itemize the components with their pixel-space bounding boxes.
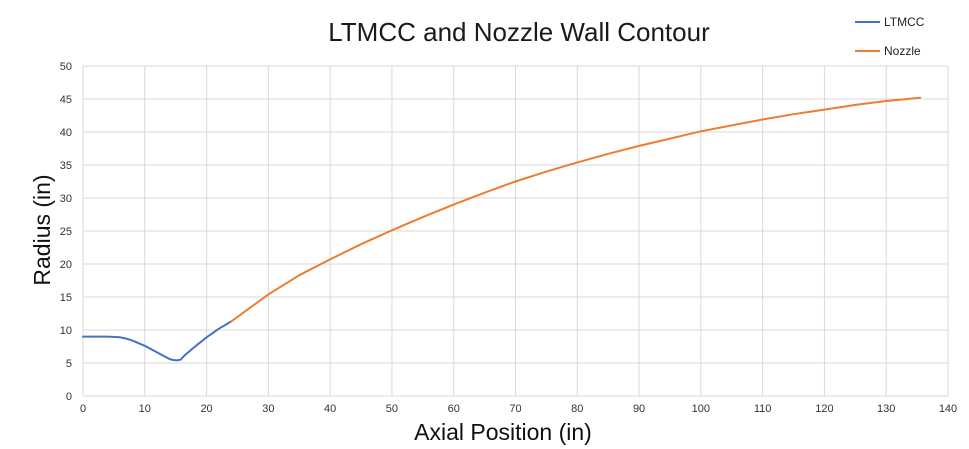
y-tick-labels: 0 5 10 15 20 25 30 35 40 45 50 bbox=[60, 61, 72, 403]
y-tick-label: 45 bbox=[60, 94, 72, 106]
y-tick-label: 5 bbox=[66, 358, 72, 370]
y-tick-label: 30 bbox=[60, 193, 72, 205]
y-tick-label: 15 bbox=[60, 292, 72, 304]
x-tick-label: 130 bbox=[877, 403, 895, 415]
y-tick-label: 10 bbox=[60, 325, 72, 337]
x-tick-label: 90 bbox=[633, 403, 645, 415]
y-tick-label: 50 bbox=[60, 61, 72, 73]
y-tick-label: 40 bbox=[60, 127, 72, 139]
chart-title: LTMCC and Nozzle Wall Contour bbox=[328, 17, 710, 47]
x-tick-label: 110 bbox=[754, 403, 772, 415]
legend-label-nozzle: Nozzle bbox=[884, 44, 921, 58]
x-tick-label: 100 bbox=[692, 403, 710, 415]
x-tick-label: 0 bbox=[80, 403, 86, 415]
x-axis-title: Axial Position (in) bbox=[414, 419, 592, 445]
legend: LTMCC Nozzle bbox=[855, 15, 925, 58]
y-axis-title: Radius (in) bbox=[29, 174, 55, 285]
x-tick-label: 50 bbox=[386, 403, 398, 415]
x-tick-label: 140 bbox=[939, 403, 957, 415]
legend-label-ltmcc: LTMCC bbox=[884, 15, 925, 29]
x-tick-label: 120 bbox=[815, 403, 833, 415]
y-tick-label: 35 bbox=[60, 160, 72, 172]
x-tick-label: 40 bbox=[324, 403, 336, 415]
series-line-nozzle bbox=[230, 96, 922, 323]
series-lines bbox=[82, 96, 922, 362]
x-tick-label: 60 bbox=[448, 403, 460, 415]
series-line-ltmcc bbox=[82, 320, 233, 362]
x-tick-label: 10 bbox=[139, 403, 151, 415]
y-tick-label: 20 bbox=[60, 259, 72, 271]
y-tick-label: 25 bbox=[60, 226, 72, 238]
x-tick-label: 70 bbox=[509, 403, 521, 415]
x-tick-label: 80 bbox=[571, 403, 583, 415]
y-tick-label: 0 bbox=[66, 391, 72, 403]
x-tick-labels: 0 10 20 30 40 50 60 70 80 90 100 110 120 130 140 bbox=[80, 403, 957, 415]
x-tick-label: 30 bbox=[262, 403, 274, 415]
x-tick-label: 20 bbox=[200, 403, 212, 415]
gridlines bbox=[82, 65, 949, 397]
